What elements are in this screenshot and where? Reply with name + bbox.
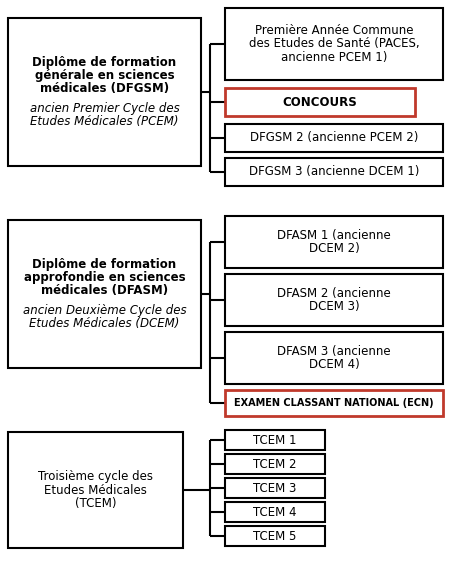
Text: Troisième cycle des: Troisième cycle des	[38, 470, 153, 483]
Bar	[225, 216, 443, 268]
Bar	[225, 274, 443, 326]
Text: DFASM 2 (ancienne: DFASM 2 (ancienne	[277, 287, 391, 300]
Text: des Etudes de Santé (PACES,: des Etudes de Santé (PACES,	[249, 37, 419, 51]
Text: ancien Deuxième Cycle des: ancien Deuxième Cycle des	[23, 304, 186, 317]
Text: DFASM 1 (ancienne: DFASM 1 (ancienne	[277, 229, 391, 242]
Text: Etudes Médicales: Etudes Médicales	[44, 483, 147, 496]
Bar	[225, 8, 443, 80]
Text: TCEM 2: TCEM 2	[253, 457, 297, 470]
Text: TCEM 5: TCEM 5	[253, 530, 297, 543]
Text: DCEM 2): DCEM 2)	[308, 242, 359, 255]
Bar	[225, 526, 325, 546]
Bar	[8, 220, 201, 368]
Text: TCEM 4: TCEM 4	[253, 505, 297, 518]
Text: Etudes Médicales (DCEM): Etudes Médicales (DCEM)	[29, 318, 179, 331]
Bar	[8, 18, 201, 166]
Text: approfondie en sciences: approfondie en sciences	[24, 271, 185, 284]
Bar	[225, 430, 325, 450]
Text: médicales (DFASM): médicales (DFASM)	[41, 284, 168, 297]
Text: TCEM 3: TCEM 3	[253, 482, 297, 495]
Text: DCEM 3): DCEM 3)	[308, 300, 359, 313]
Text: DCEM 4): DCEM 4)	[308, 358, 359, 371]
Bar	[8, 432, 183, 548]
Text: ancien Premier Cycle des: ancien Premier Cycle des	[30, 102, 179, 115]
Bar	[225, 332, 443, 384]
Text: générale en sciences: générale en sciences	[35, 69, 175, 82]
Bar	[225, 158, 443, 186]
Text: Diplôme de formation: Diplôme de formation	[32, 258, 176, 271]
Text: Etudes Médicales (PCEM): Etudes Médicales (PCEM)	[30, 115, 179, 128]
Bar	[225, 478, 325, 498]
Text: ancienne PCEM 1): ancienne PCEM 1)	[281, 51, 387, 64]
Text: EXAMEN CLASSANT NATIONAL (ECN): EXAMEN CLASSANT NATIONAL (ECN)	[234, 398, 434, 408]
Text: TCEM 1: TCEM 1	[253, 434, 297, 447]
Text: Diplôme de formation: Diplôme de formation	[32, 56, 176, 69]
Bar	[225, 502, 325, 522]
Text: (TCEM): (TCEM)	[75, 497, 116, 510]
Bar	[225, 124, 443, 152]
Text: médicales (DFGSM): médicales (DFGSM)	[40, 82, 169, 95]
Bar	[225, 88, 415, 116]
Bar	[225, 390, 443, 416]
Text: CONCOURS: CONCOURS	[283, 95, 357, 108]
Text: DFGSM 3 (ancienne DCEM 1): DFGSM 3 (ancienne DCEM 1)	[249, 165, 419, 178]
Text: Première Année Commune: Première Année Commune	[255, 24, 413, 37]
Text: DFGSM 2 (ancienne PCEM 2): DFGSM 2 (ancienne PCEM 2)	[250, 131, 418, 144]
Text: DFASM 3 (ancienne: DFASM 3 (ancienne	[277, 345, 391, 358]
Bar	[225, 454, 325, 474]
